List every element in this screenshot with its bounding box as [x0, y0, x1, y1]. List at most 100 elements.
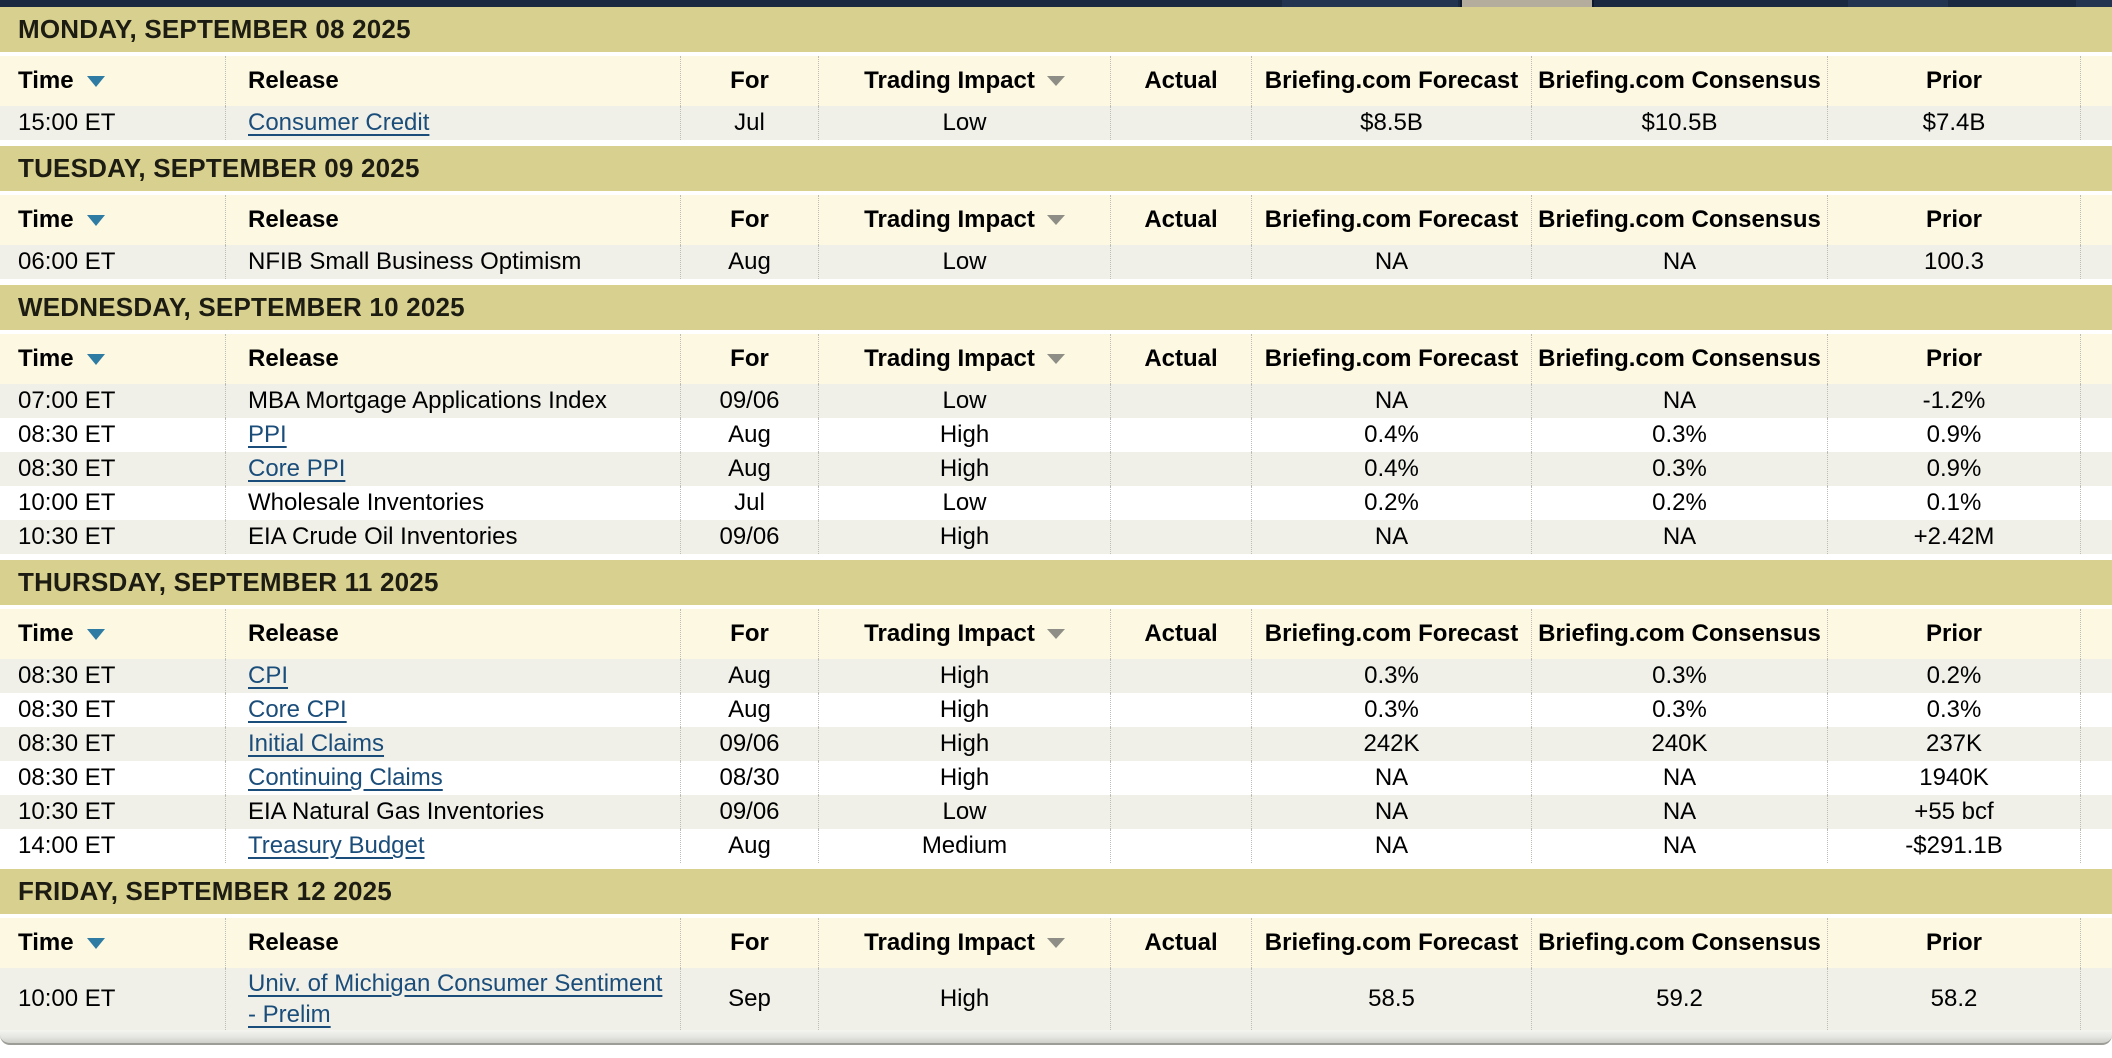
column-header-trading-impact[interactable]: Trading Impact: [818, 334, 1110, 384]
for-value: Aug: [728, 248, 771, 275]
forecast-cell: 0.4%: [1251, 418, 1531, 452]
filler-column: [2080, 334, 2112, 384]
day-header-label: THURSDAY, SEPTEMBER 11 2025: [18, 567, 439, 597]
sort-descending-icon[interactable]: [86, 937, 105, 949]
release-link[interactable]: Continuing Claims: [248, 764, 443, 792]
filter-dropdown-icon[interactable]: [1046, 938, 1065, 948]
prior-cell: -1.2%: [1827, 384, 2080, 418]
day-header-bar: WEDNESDAY, SEPTEMBER 10 2025: [0, 285, 2112, 330]
filter-dropdown-icon[interactable]: [1046, 76, 1065, 86]
consensus-header-label: Briefing.com Consensus: [1538, 67, 1821, 94]
time-header-label: Time: [18, 206, 74, 233]
time-header-label: Time: [18, 345, 74, 372]
forecast-cell: 0.4%: [1251, 452, 1531, 486]
column-header-forecast: Briefing.com Forecast: [1251, 195, 1531, 245]
consensus-cell: $10.5B: [1531, 106, 1827, 140]
release-header-label: Release: [248, 345, 339, 372]
release-cell: Univ. of Michigan Consumer Sentiment - P…: [225, 968, 680, 1031]
column-header-actual: Actual: [1110, 56, 1251, 106]
time-value: 15:00 ET: [18, 109, 116, 136]
column-header-trading-impact[interactable]: Trading Impact: [818, 918, 1110, 968]
consensus-header-label: Briefing.com Consensus: [1538, 206, 1821, 233]
consensus-value: NA: [1662, 764, 1697, 791]
actual-cell: [1110, 968, 1251, 1031]
release-link[interactable]: Treasury Budget: [248, 832, 425, 860]
sort-descending-icon[interactable]: [86, 353, 105, 365]
column-header-trading-impact[interactable]: Trading Impact: [818, 56, 1110, 106]
column-header-for: For: [680, 195, 818, 245]
prior-value: 1940K: [1919, 764, 1989, 791]
column-header-trading-impact[interactable]: Trading Impact: [818, 195, 1110, 245]
day-header-bar: MONDAY, SEPTEMBER 08 2025: [0, 7, 2112, 52]
time-value: 08:30 ET: [18, 730, 116, 757]
time-cell: 10:00 ET: [0, 486, 225, 520]
release-link[interactable]: PPI: [248, 421, 287, 449]
release-link[interactable]: Initial Claims: [248, 730, 385, 758]
column-header-row: Time Release For Trading Impact Actual B…: [0, 918, 2112, 968]
forecast-cell: 0.3%: [1251, 659, 1531, 693]
release-cell: MBA Mortgage Applications Index: [225, 384, 680, 418]
actual-header-label: Actual: [1144, 620, 1218, 647]
filter-dropdown-icon[interactable]: [1046, 629, 1065, 639]
trading-impact-value: Low: [942, 109, 987, 136]
actual-cell: [1110, 486, 1251, 520]
for-cell: Aug: [680, 452, 818, 486]
filter-dropdown-icon[interactable]: [1046, 354, 1065, 364]
release-header-label: Release: [248, 67, 339, 94]
sort-descending-icon[interactable]: [86, 628, 105, 640]
column-header-time[interactable]: Time: [0, 334, 225, 384]
actual-cell: [1110, 659, 1251, 693]
release-link[interactable]: Core PPI: [248, 455, 346, 483]
release-cell: CPI: [225, 659, 680, 693]
actual-header-label: Actual: [1144, 206, 1218, 233]
consensus-value: NA: [1662, 248, 1697, 275]
forecast-cell: NA: [1251, 384, 1531, 418]
table-row: 08:30 ET Core PPI Aug High 0.4% 0.3% 0.9…: [0, 452, 2112, 486]
forecast-value: 0.2%: [1364, 489, 1419, 516]
time-value: 08:30 ET: [18, 455, 116, 482]
column-header-time[interactable]: Time: [0, 56, 225, 106]
column-header-time[interactable]: Time: [0, 918, 225, 968]
for-cell: 09/06: [680, 727, 818, 761]
column-header-release: Release: [225, 334, 680, 384]
trading-impact-header-label: Trading Impact: [864, 67, 1035, 94]
forecast-header-label: Briefing.com Forecast: [1264, 620, 1519, 647]
table-row: 14:00 ET Treasury Budget Aug Medium NA N…: [0, 829, 2112, 863]
nav-segment: [2076, 0, 2112, 7]
nav-active-tab[interactable]: [1460, 0, 1594, 7]
filler-column: [2080, 418, 2112, 452]
column-header-release: Release: [225, 195, 680, 245]
table-row: 10:00 ET Univ. of Michigan Consumer Sent…: [0, 968, 2112, 1031]
trading-impact-value: High: [939, 730, 990, 757]
actual-cell: [1110, 106, 1251, 140]
day-header-label: TUESDAY, SEPTEMBER 09 2025: [18, 153, 420, 183]
actual-cell: [1110, 727, 1251, 761]
forecast-cell: 58.5: [1251, 968, 1531, 1031]
time-value: 10:00 ET: [18, 489, 116, 516]
actual-cell: [1110, 829, 1251, 863]
filler-column: [2080, 520, 2112, 554]
filler-column: [2080, 659, 2112, 693]
trading-impact-cell: Low: [818, 795, 1110, 829]
prior-value: -1.2%: [1922, 387, 1986, 414]
column-header-time[interactable]: Time: [0, 195, 225, 245]
release-link[interactable]: Consumer Credit: [248, 109, 430, 137]
release-link[interactable]: CPI: [248, 662, 289, 690]
trading-impact-header-label: Trading Impact: [864, 929, 1035, 956]
sort-descending-icon[interactable]: [86, 75, 105, 87]
sort-descending-icon[interactable]: [86, 214, 105, 226]
release-cell: EIA Crude Oil Inventories: [225, 520, 680, 554]
column-header-trading-impact[interactable]: Trading Impact: [818, 609, 1110, 659]
consensus-value: $10.5B: [1641, 109, 1718, 136]
release-link[interactable]: Univ. of Michigan Consumer Sentiment - P…: [248, 970, 663, 1029]
release-link[interactable]: Core CPI: [248, 696, 347, 724]
actual-header-label: Actual: [1144, 929, 1218, 956]
column-header-time[interactable]: Time: [0, 609, 225, 659]
time-cell: 10:00 ET: [0, 968, 225, 1030]
day-header-label: WEDNESDAY, SEPTEMBER 10 2025: [18, 292, 465, 322]
column-header-actual: Actual: [1110, 918, 1251, 968]
filler-column: [2080, 486, 2112, 520]
for-value: Aug: [728, 832, 771, 859]
column-header-consensus: Briefing.com Consensus: [1531, 195, 1827, 245]
filter-dropdown-icon[interactable]: [1046, 215, 1065, 225]
